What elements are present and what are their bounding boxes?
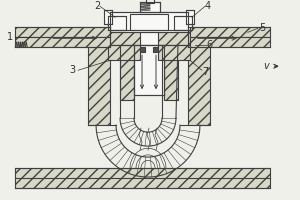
Bar xyxy=(190,37,270,47)
Bar xyxy=(15,37,110,47)
Bar xyxy=(186,10,194,24)
Bar xyxy=(15,168,270,188)
Text: 2: 2 xyxy=(94,1,100,11)
Bar xyxy=(139,47,145,52)
Bar xyxy=(110,12,188,32)
Bar xyxy=(158,45,190,60)
Bar xyxy=(108,16,126,30)
Text: 3: 3 xyxy=(69,65,75,75)
Bar xyxy=(188,30,210,125)
Text: v: v xyxy=(264,61,269,71)
Bar xyxy=(130,14,168,30)
Bar xyxy=(164,45,178,100)
Bar xyxy=(108,17,140,45)
Bar xyxy=(140,2,160,12)
Text: 4: 4 xyxy=(205,1,211,11)
Text: 6: 6 xyxy=(207,40,213,50)
Text: 7: 7 xyxy=(202,67,208,77)
Bar xyxy=(190,27,270,37)
Bar xyxy=(108,45,140,60)
Bar xyxy=(104,10,112,24)
Text: 1: 1 xyxy=(7,32,13,42)
Bar xyxy=(174,16,192,30)
Bar xyxy=(88,30,110,125)
Text: 5: 5 xyxy=(260,23,266,33)
Bar xyxy=(158,17,190,45)
Bar xyxy=(146,0,154,3)
Bar xyxy=(15,27,110,37)
Bar xyxy=(153,47,159,52)
Bar xyxy=(120,45,134,100)
Bar xyxy=(134,45,164,95)
Bar xyxy=(110,30,186,45)
